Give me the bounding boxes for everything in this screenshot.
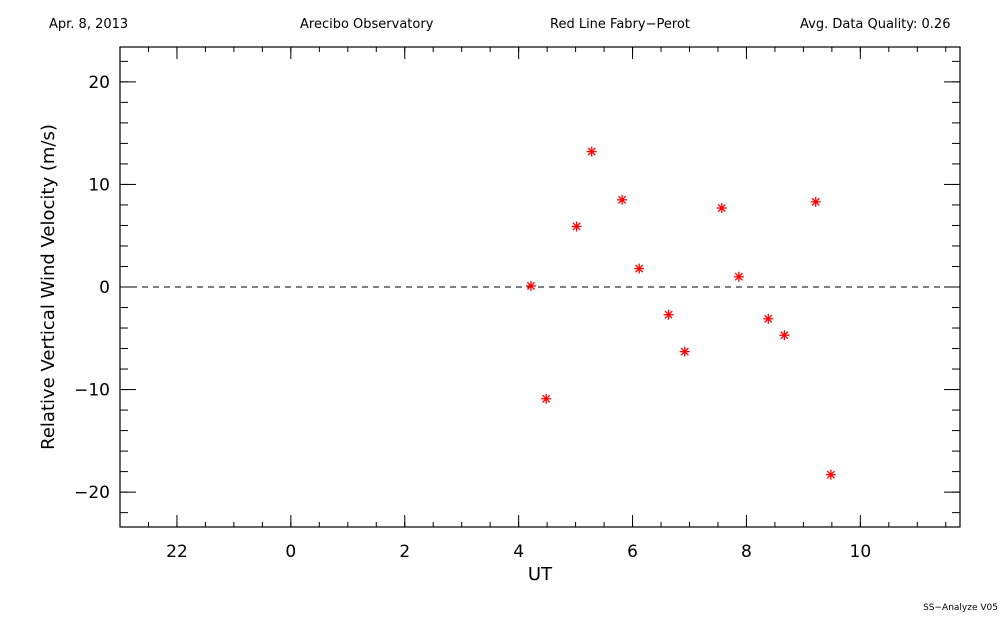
data-point-marker (810, 196, 821, 207)
x-tick-label: 8 (741, 542, 752, 562)
y-tick-label: −20 (74, 483, 110, 503)
data-point-marker (541, 393, 552, 404)
x-tick-label: 22 (166, 542, 188, 562)
x-tick-label: 0 (285, 542, 296, 562)
data-point-marker (634, 263, 645, 274)
software-version-label: SS−Analyze V05 (923, 603, 998, 613)
x-tick-label: 6 (627, 542, 638, 562)
x-tick-labels: 22 0 2 4 6 8 10 (166, 542, 871, 562)
x-tick-label: 4 (513, 542, 524, 562)
data-points (525, 146, 836, 480)
x-tick-label: 10 (850, 542, 872, 562)
x-axis-title: UT (528, 564, 553, 585)
data-point-marker (763, 313, 774, 324)
data-point-marker (679, 346, 690, 357)
data-point-marker (716, 203, 727, 214)
data-point-marker (617, 194, 628, 205)
header-instrument: Red Line Fabry−Perot (550, 17, 690, 32)
data-point-marker (825, 469, 836, 480)
y-tick-label: 0 (99, 278, 110, 298)
major-ticks (120, 47, 960, 527)
data-point-marker (663, 309, 674, 320)
header-site: Arecibo Observatory (300, 17, 434, 32)
data-point-marker (571, 221, 582, 232)
header-quality: Avg. Data Quality: 0.26 (800, 17, 951, 32)
data-point-marker (586, 146, 597, 157)
y-tick-label: 10 (88, 175, 110, 195)
data-point-marker (779, 330, 790, 341)
y-tick-label: −10 (74, 381, 110, 401)
header-date: Apr. 8, 2013 (49, 17, 129, 32)
data-point-marker (733, 271, 744, 282)
data-point-marker (525, 280, 536, 291)
y-tick-label: 20 (88, 73, 110, 93)
x-tick-label: 2 (399, 542, 410, 562)
y-tick-labels: −20 −10 0 10 20 (74, 73, 110, 503)
y-axis-title: Relative Vertical Wind Velocity (m/s) (38, 124, 59, 450)
